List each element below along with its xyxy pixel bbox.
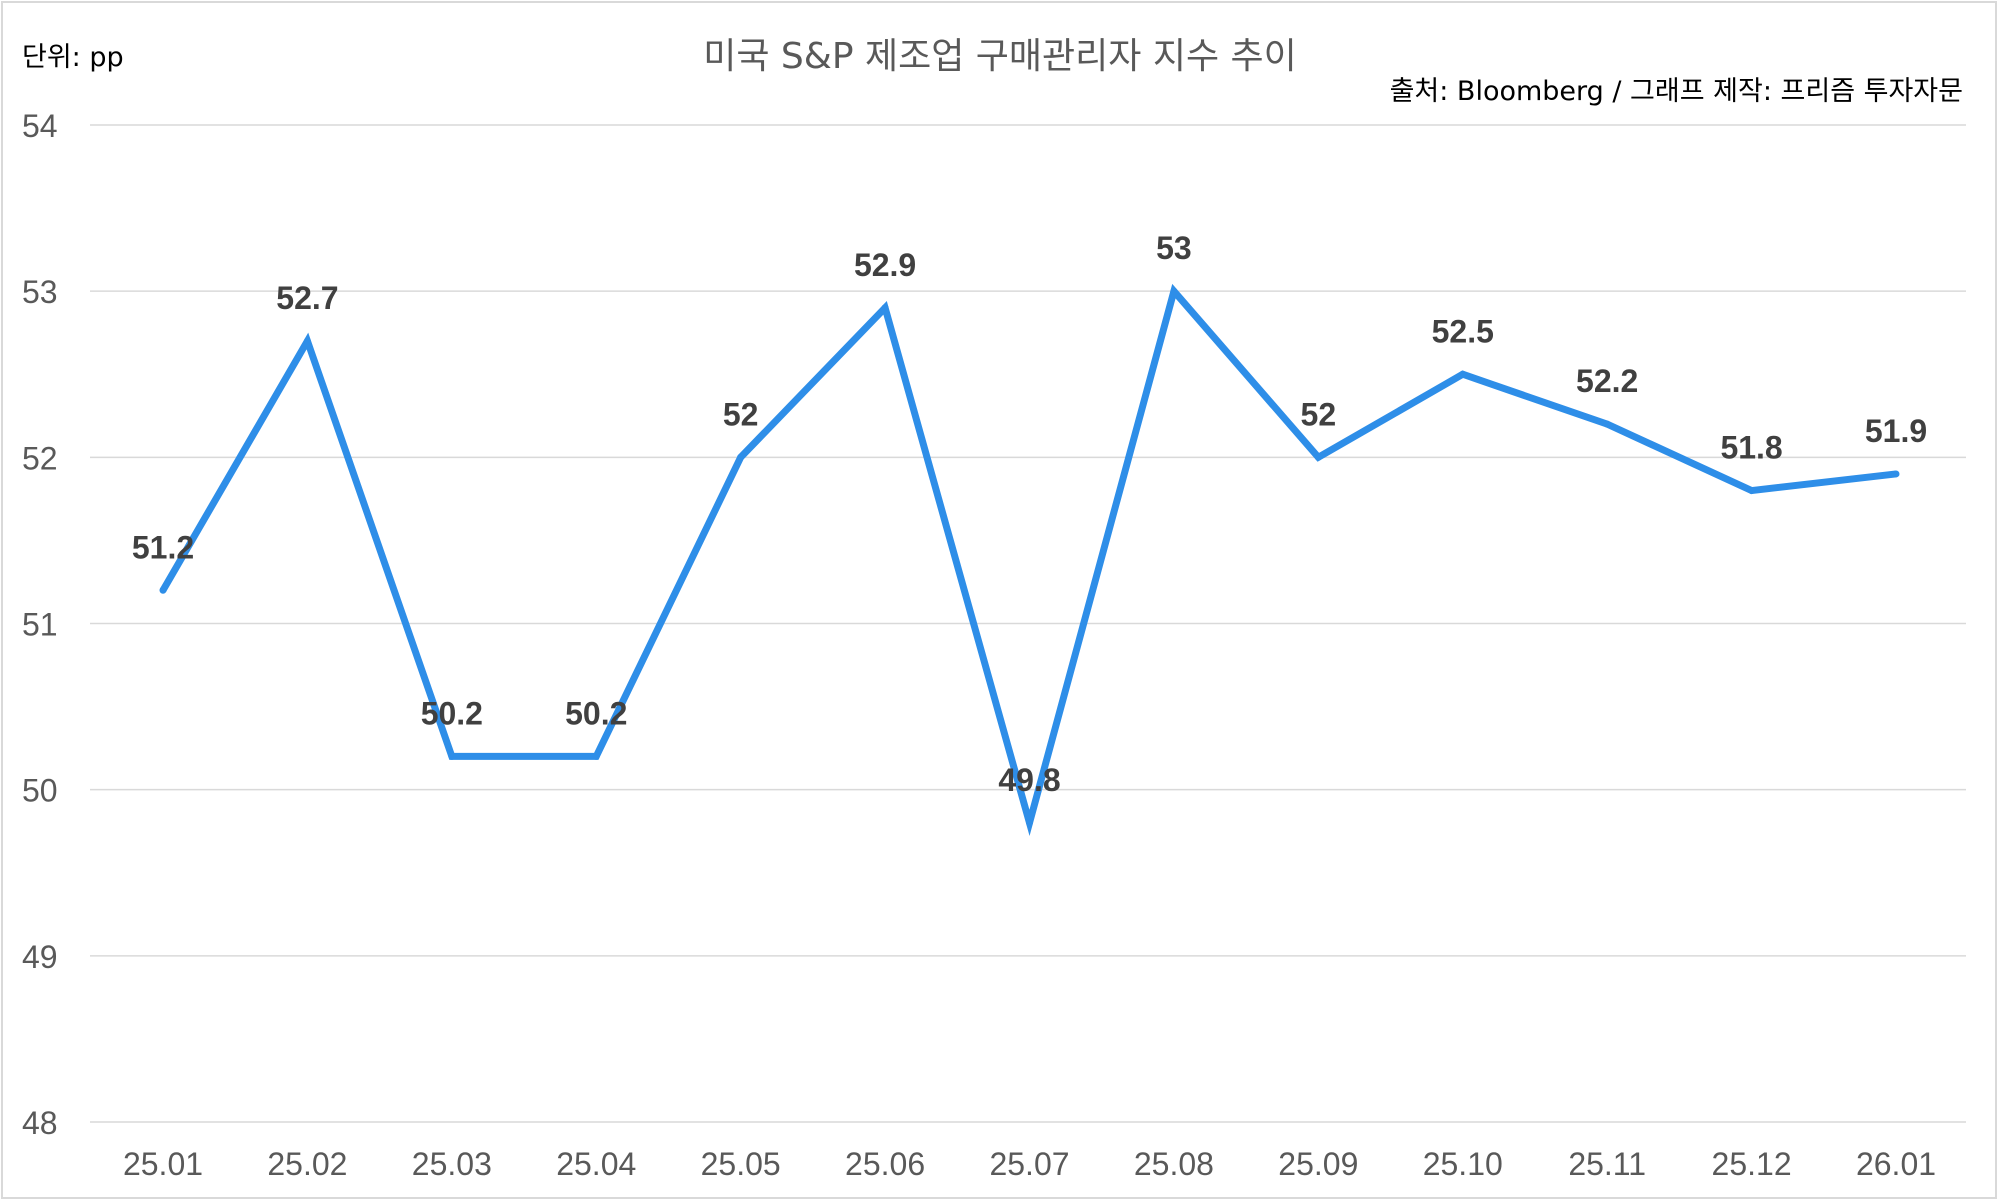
data-point: [881, 304, 889, 312]
y-tick-label: 54: [22, 108, 58, 144]
data-point: [737, 453, 745, 461]
data-point: [448, 752, 456, 760]
x-tick-label: 25.07: [989, 1146, 1069, 1182]
x-tick-label: 25.01: [123, 1146, 203, 1182]
x-tick-label: 25.11: [1568, 1146, 1646, 1182]
data-label: 51.2: [132, 529, 194, 565]
data-point: [303, 337, 311, 345]
x-tick-label: 25.02: [267, 1146, 347, 1182]
data-point: [1748, 487, 1756, 495]
data-label: 51.9: [1865, 413, 1927, 449]
x-tick-label: 25.12: [1712, 1146, 1792, 1182]
x-tick-label: 25.04: [556, 1146, 636, 1182]
source-label: 출처: Bloomberg / 그래프 제작: 프리즘 투자자문: [1390, 76, 1963, 107]
y-tick-label: 49: [22, 939, 58, 975]
unit-label: 단위: pp: [22, 42, 124, 73]
x-axis-ticks: 25.01 25.02 25.03 25.04 25.05 25.06 25.07 25.08…: [123, 1146, 1936, 1182]
x-tick-label: 25.03: [412, 1146, 492, 1182]
series-layer: [159, 283, 1900, 837]
data-label: 50.2: [421, 695, 483, 731]
data-point: [1026, 819, 1033, 827]
y-tick-label: 53: [22, 274, 58, 310]
data-label: 52.7: [276, 280, 338, 316]
data-label: 50.2: [565, 695, 627, 731]
data-point: [1603, 420, 1611, 428]
x-tick-label: 26.01: [1856, 1146, 1936, 1182]
data-label: 52: [723, 396, 759, 432]
data-point: [1314, 453, 1322, 461]
x-tick-label: 25.09: [1278, 1146, 1358, 1182]
y-tick-label: 48: [22, 1105, 58, 1141]
x-tick-label: 25.05: [701, 1146, 781, 1182]
y-tick-label: 50: [22, 773, 58, 809]
data-point: [1459, 370, 1467, 378]
x-tick-label: 25.06: [845, 1146, 925, 1182]
data-label: 52.5: [1432, 313, 1494, 349]
data-label: 51.8: [1720, 430, 1782, 466]
data-label: 52.2: [1576, 363, 1638, 399]
data-point: [592, 752, 600, 760]
data-labels: 51.2 52.7 50.2 50.2 52 52.9 49.8 53 52 52.5 52.2 51…: [132, 230, 1927, 798]
data-label: 49.8: [998, 762, 1060, 798]
y-tick-label: 51: [22, 607, 58, 643]
gridlines: [90, 124, 1966, 1123]
data-point: [1892, 470, 1900, 478]
data-point: [159, 586, 167, 594]
data-label: 52.9: [854, 247, 916, 283]
x-tick-label: 25.10: [1423, 1146, 1503, 1182]
x-tick-label: 25.08: [1134, 1146, 1214, 1182]
data-label: 53: [1156, 230, 1192, 266]
data-label: 52: [1301, 396, 1337, 432]
chart-title: 미국 S&P 제조업 구매관리자 지수 추이: [703, 36, 1297, 77]
y-tick-label: 52: [22, 440, 58, 476]
y-axis-ticks: 48 49 50 51 52 53 54: [22, 108, 58, 1141]
data-point: [1170, 287, 1178, 295]
